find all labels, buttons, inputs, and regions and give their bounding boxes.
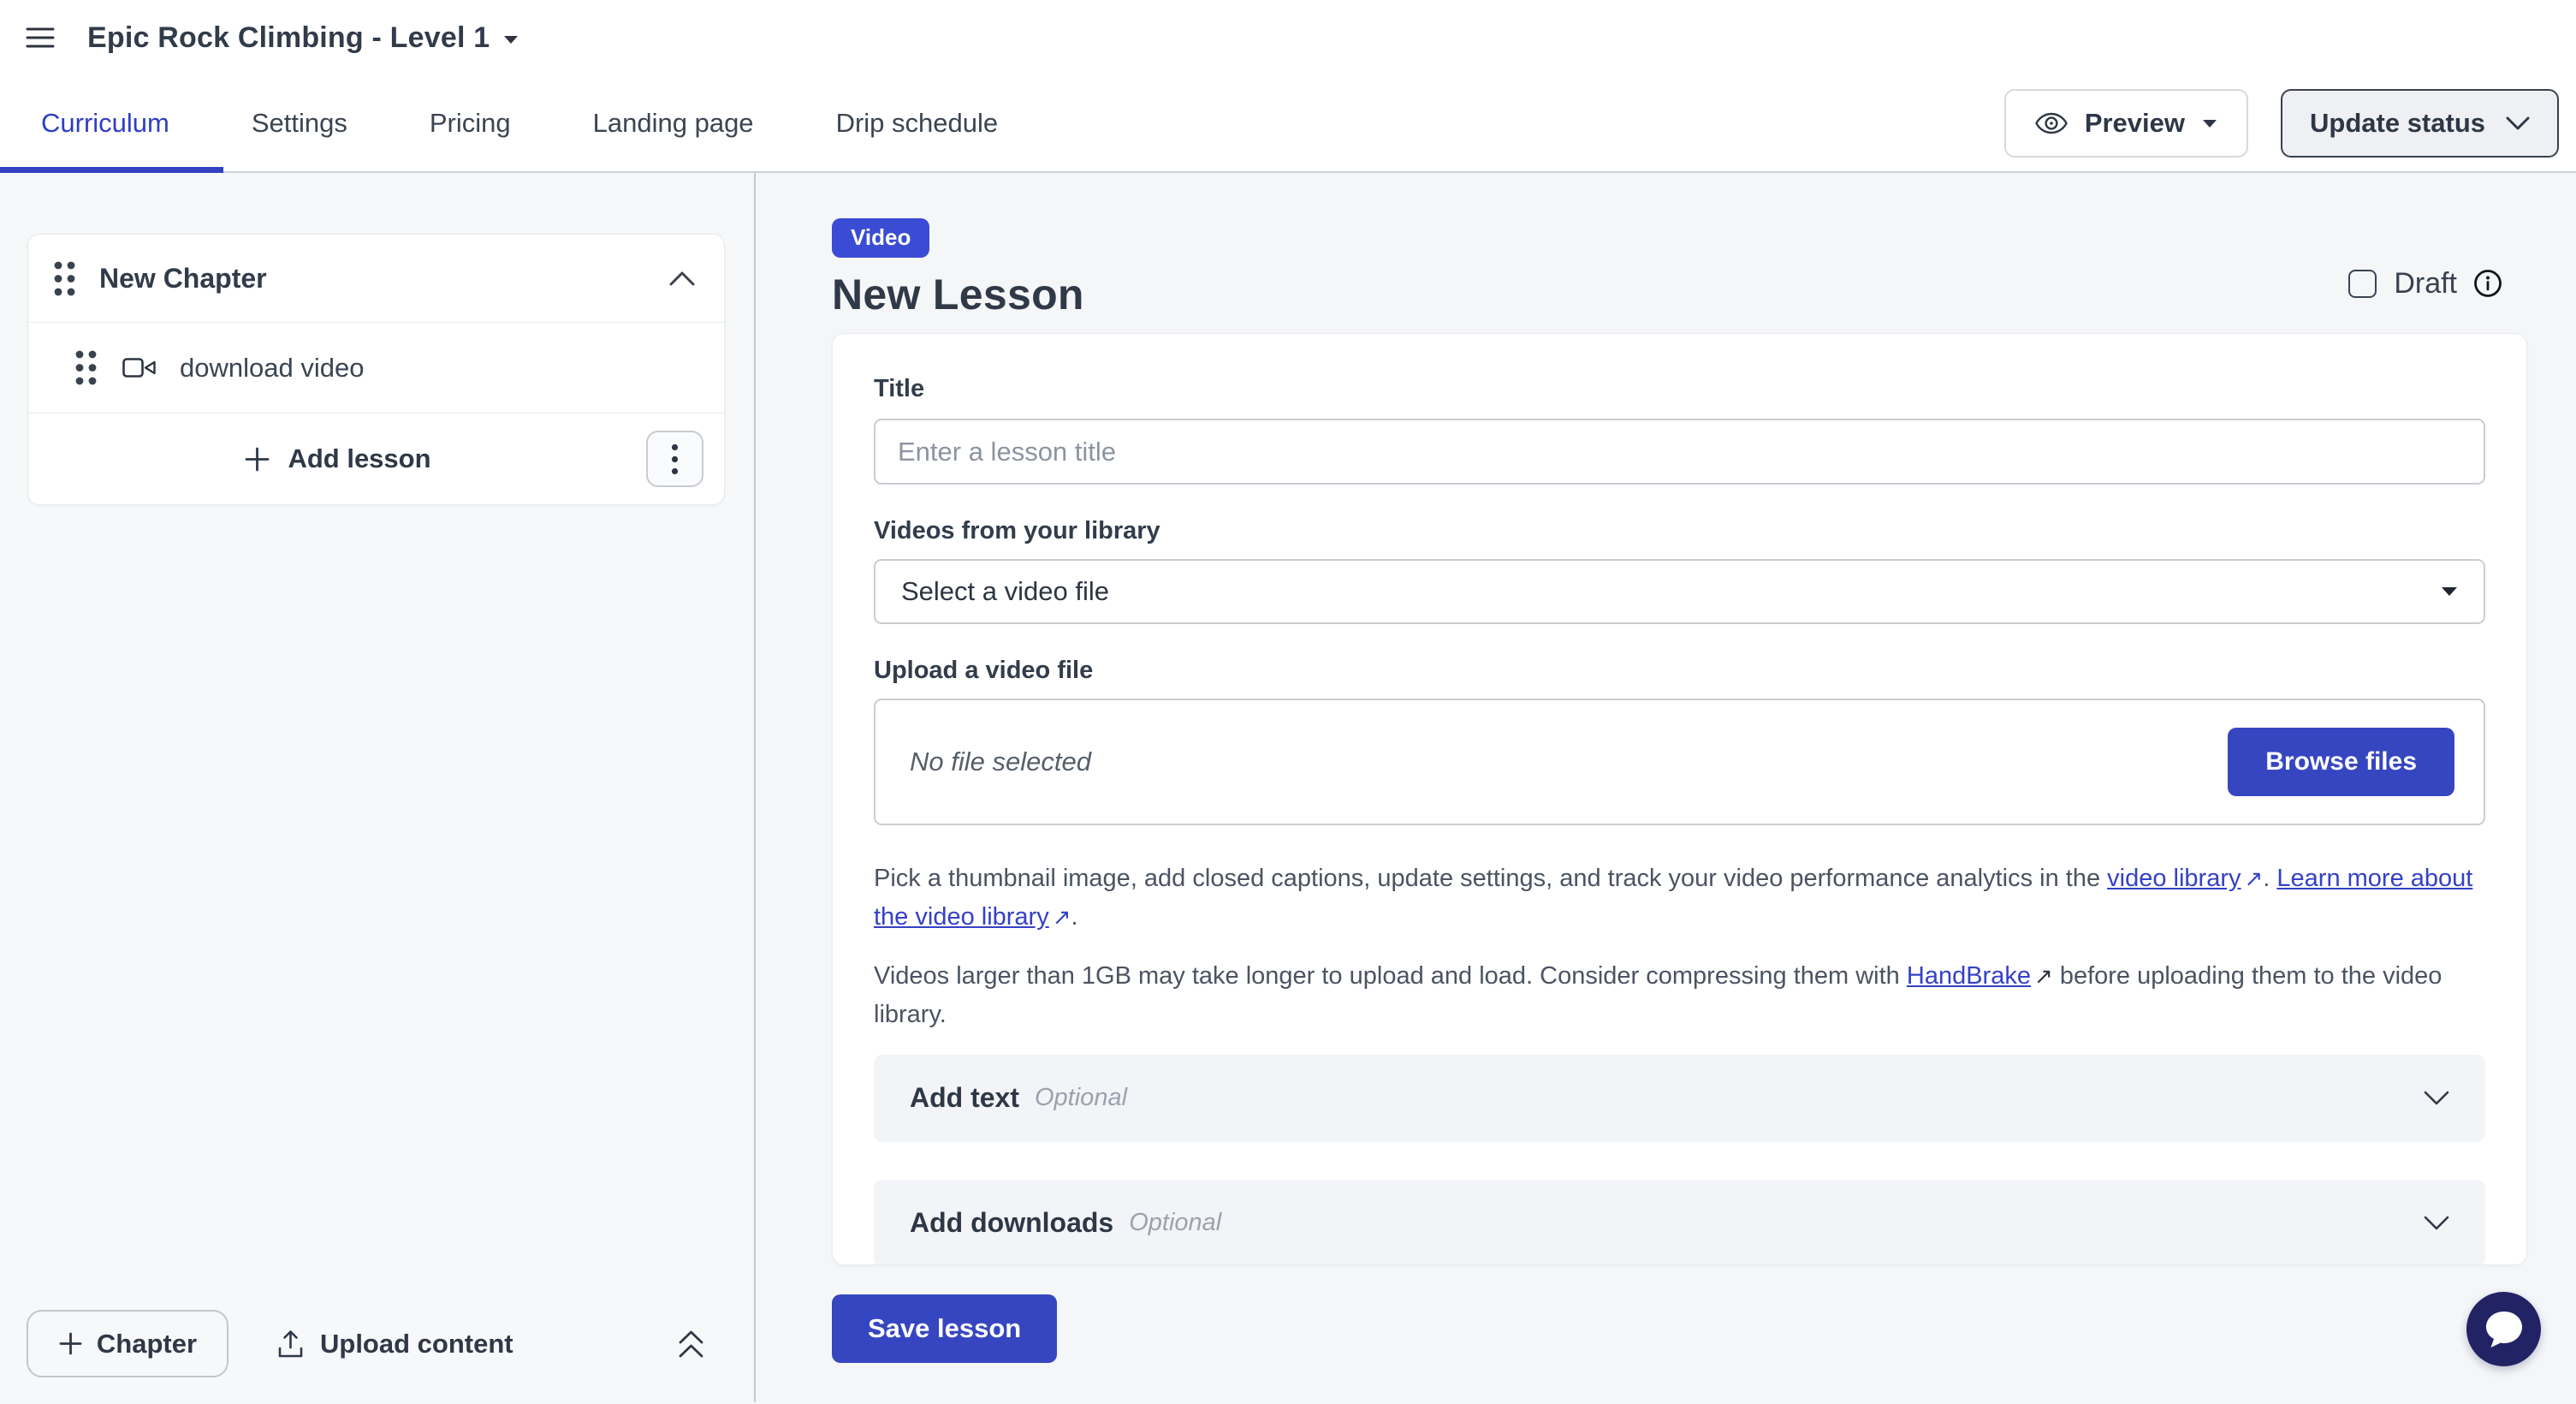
lesson-type-badge: Video (832, 218, 930, 258)
upload-content-button[interactable]: Upload content (276, 1329, 513, 1359)
collapse-all-icon[interactable] (677, 1329, 705, 1359)
title-field-label: Title (874, 375, 925, 402)
kebab-menu-icon (671, 443, 679, 474)
add-downloads-section[interactable]: Add downloads Optional (874, 1179, 2485, 1264)
video-library-selected-value: Select a video file (901, 576, 1109, 606)
plus-icon (59, 1332, 82, 1355)
add-lesson-button[interactable]: Add lesson (244, 443, 431, 474)
upload-icon (278, 1330, 303, 1357)
upload-field-label: Upload a video file (874, 657, 1094, 684)
help-text-segment: before uploading them to the video libra… (874, 961, 2442, 1028)
chat-widget-button[interactable] (2466, 1292, 2541, 1366)
learn-more-link[interactable]: Learn more about the video library (874, 865, 2473, 931)
draft-toggle-group: Draft (2348, 266, 2503, 300)
dropdown-arrow-icon (2442, 587, 2457, 596)
tab-pricing[interactable]: Pricing (429, 108, 511, 138)
help-text-segment: Pick a thumbnail image, add closed capti… (874, 865, 2108, 892)
chevron-up-icon[interactable] (669, 271, 695, 286)
course-tabs: Curriculum Settings Pricing Landing page… (41, 108, 998, 139)
page-title: New Lesson (832, 271, 1084, 318)
chevron-down-icon (2424, 1216, 2449, 1230)
chapter-card: New Chapter (27, 234, 725, 505)
browse-files-button[interactable]: Browse files (2228, 728, 2454, 796)
sidebar-footer: Chapter Upload content (27, 1310, 754, 1377)
chevron-down-icon (2506, 116, 2530, 130)
lesson-heading-block: Video New Lesson (832, 218, 1084, 319)
draft-label: Draft (2394, 266, 2457, 300)
lesson-editor: Video New Lesson Draft (756, 173, 2576, 1402)
chapter-header[interactable]: New Chapter (28, 235, 724, 323)
lesson-editor-content: Video New Lesson Draft (832, 218, 2527, 1363)
optional-label: Optional (1035, 1084, 1128, 1112)
chapter-menu-button[interactable] (646, 431, 703, 487)
preview-label: Preview (2084, 108, 2186, 138)
plus-icon (246, 447, 270, 471)
add-lesson-row: Add lesson (28, 413, 724, 504)
no-file-selected-text: No file selected (910, 747, 1091, 776)
body-row: New Chapter (0, 173, 2576, 1402)
tab-actions: Preview Update status (2003, 89, 2559, 158)
update-status-label: Update status (2310, 108, 2485, 138)
upload-content-label: Upload content (320, 1328, 513, 1359)
chat-bubble-icon (2485, 1311, 2522, 1347)
help-text-segment: . (2263, 865, 2277, 892)
add-text-section[interactable]: Add text Optional (874, 1054, 2485, 1142)
top-bar: Epic Rock Climbing - Level 1 (0, 0, 2576, 75)
lesson-title-input[interactable] (874, 419, 2485, 485)
add-lesson-label: Add lesson (288, 443, 431, 473)
help-text-segment: . (1071, 902, 1078, 931)
video-camera-icon (122, 358, 156, 378)
caret-down-icon (2203, 119, 2217, 128)
video-library-link[interactable]: video library (2107, 865, 2241, 892)
tab-drip-schedule[interactable]: Drip schedule (835, 108, 999, 138)
chevron-down-icon (2424, 1091, 2449, 1105)
add-chapter-label: Chapter (96, 1328, 198, 1359)
lesson-header: Video New Lesson Draft (832, 218, 2527, 319)
draft-checkbox[interactable] (2348, 269, 2377, 298)
course-title: Epic Rock Climbing - Level 1 (87, 21, 490, 54)
preview-button[interactable]: Preview (2003, 89, 2249, 158)
tab-landing-page[interactable]: Landing page (592, 108, 754, 138)
tab-settings[interactable]: Settings (251, 108, 347, 138)
active-tab-underline (0, 167, 223, 173)
video-library-help-text: Pick a thumbnail image, add closed capti… (874, 860, 2485, 937)
handbrake-link[interactable]: HandBrake (1906, 961, 2031, 990)
external-link-icon (2031, 959, 2053, 993)
video-library-select[interactable]: Select a video file (874, 559, 2485, 624)
hamburger-menu-icon[interactable] (26, 26, 55, 50)
compression-help-text: Videos larger than 1GB may take longer t… (874, 957, 2485, 1034)
update-status-button[interactable]: Update status (2281, 89, 2559, 158)
library-field-label: Videos from your library (874, 517, 1160, 544)
lesson-item[interactable]: download video (28, 323, 724, 413)
lesson-form-card: Title Videos from your library Select a … (832, 333, 2527, 1265)
file-upload-dropzone[interactable]: No file selected Browse files (874, 699, 2485, 825)
drag-handle-icon[interactable] (54, 261, 75, 296)
eye-icon (2034, 112, 2068, 134)
external-link-icon (2241, 861, 2263, 895)
tab-curriculum[interactable]: Curriculum (41, 108, 169, 138)
info-icon[interactable] (2472, 268, 2503, 299)
curriculum-sidebar: New Chapter (0, 173, 756, 1402)
caret-down-icon (504, 35, 519, 44)
lesson-title: download video (180, 352, 365, 383)
drag-handle-icon[interactable] (75, 350, 97, 385)
add-text-label: Add text (910, 1082, 1019, 1114)
add-chapter-button[interactable]: Chapter (27, 1310, 229, 1377)
course-switcher[interactable]: Epic Rock Climbing - Level 1 (87, 21, 519, 55)
add-downloads-label: Add downloads (910, 1207, 1114, 1239)
external-link-icon (1049, 900, 1071, 934)
optional-label: Optional (1129, 1209, 1222, 1237)
help-text-segment: Videos larger than 1GB may take longer t… (874, 961, 1907, 990)
tab-bar: Curriculum Settings Pricing Landing page… (0, 75, 2576, 173)
chapter-title: New Chapter (99, 262, 267, 294)
save-lesson-button[interactable]: Save lesson (832, 1294, 1058, 1363)
